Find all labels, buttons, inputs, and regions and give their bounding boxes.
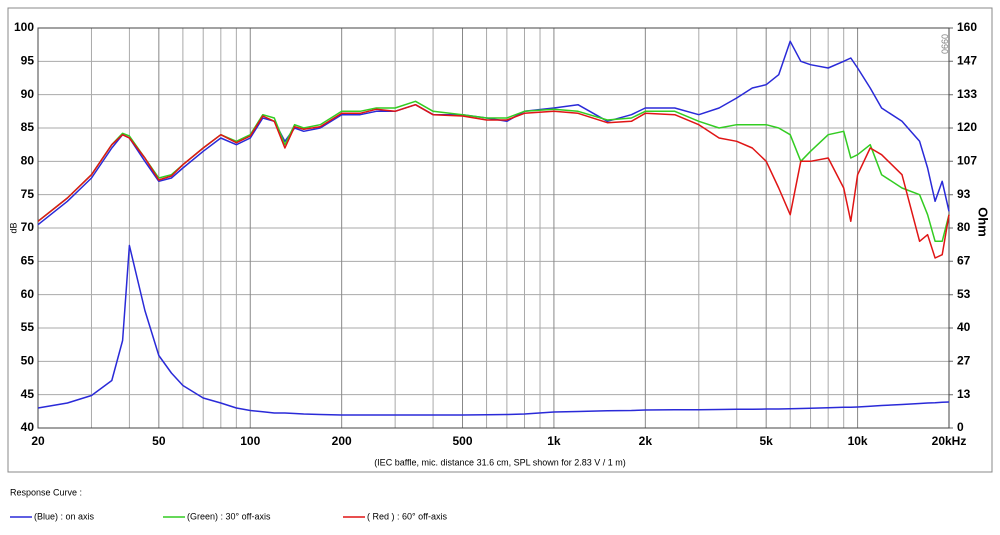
y-tick-label: 85: [21, 120, 35, 134]
y-axis-label: dB: [8, 222, 18, 233]
x-tick-label: 100: [240, 434, 260, 448]
x-tick-label: 500: [452, 434, 472, 448]
y2-tick-label: 107: [957, 153, 977, 167]
y2-tick-label: 147: [957, 53, 977, 67]
frame: [7, 7, 993, 473]
y2-tick-label: 93: [957, 187, 971, 201]
y2-tick-label: 0: [957, 420, 964, 434]
x-tick-label: 5k: [759, 434, 773, 448]
y2-tick-label: 27: [957, 353, 971, 367]
series-line: [37, 244, 950, 416]
y2-tick-label: 40: [957, 320, 971, 334]
plot-area: [37, 27, 950, 429]
y2-tick-label: 120: [957, 120, 977, 134]
y-tick-label: 60: [21, 287, 35, 301]
x-tick-label: 50: [152, 434, 166, 448]
y-tick-label: 90: [21, 87, 35, 101]
legend-title: Response Curve :: [10, 487, 82, 497]
y-tick-label: 80: [21, 154, 35, 168]
watermark: 0990: [940, 34, 950, 54]
y2-axis-label: Ohm: [976, 207, 991, 237]
x-tick-label: 2k: [639, 434, 653, 448]
y2-tick-label: 133: [957, 87, 977, 101]
note: (IEC baffle, mic. distance 31.6 cm, SPL …: [374, 457, 626, 467]
y-tick-label: 55: [21, 320, 35, 334]
y-tick-label: 70: [21, 220, 35, 234]
y-tick-label: 100: [14, 20, 34, 34]
y2-tick-label: 80: [957, 220, 971, 234]
series-line: [37, 40, 950, 226]
series-line: [37, 103, 950, 259]
legend-label: (Blue) : on axis: [34, 511, 95, 521]
y2-tick-label: 13: [957, 387, 971, 401]
y-tick-label: 75: [21, 187, 35, 201]
x-tick-label: 200: [332, 434, 352, 448]
x-tick-label: 20: [31, 434, 45, 448]
y-tick-label: 40: [21, 420, 35, 434]
y-tick-label: 45: [21, 387, 35, 401]
x-tick-label: 20kHz: [932, 434, 967, 448]
x-tick-label: 10k: [848, 434, 868, 448]
y-tick-label: 95: [21, 54, 35, 68]
y2-tick-label: 67: [957, 253, 971, 267]
y-tick-label: 65: [21, 254, 35, 268]
y-tick-label: 50: [21, 354, 35, 368]
x-tick-label: 1k: [547, 434, 561, 448]
y2-tick-label: 160: [957, 20, 977, 34]
legend-label: (Green) : 30° off-axis: [187, 511, 271, 521]
legend-label: ( Red ) : 60° off-axis: [367, 511, 447, 521]
y2-tick-label: 53: [957, 287, 971, 301]
